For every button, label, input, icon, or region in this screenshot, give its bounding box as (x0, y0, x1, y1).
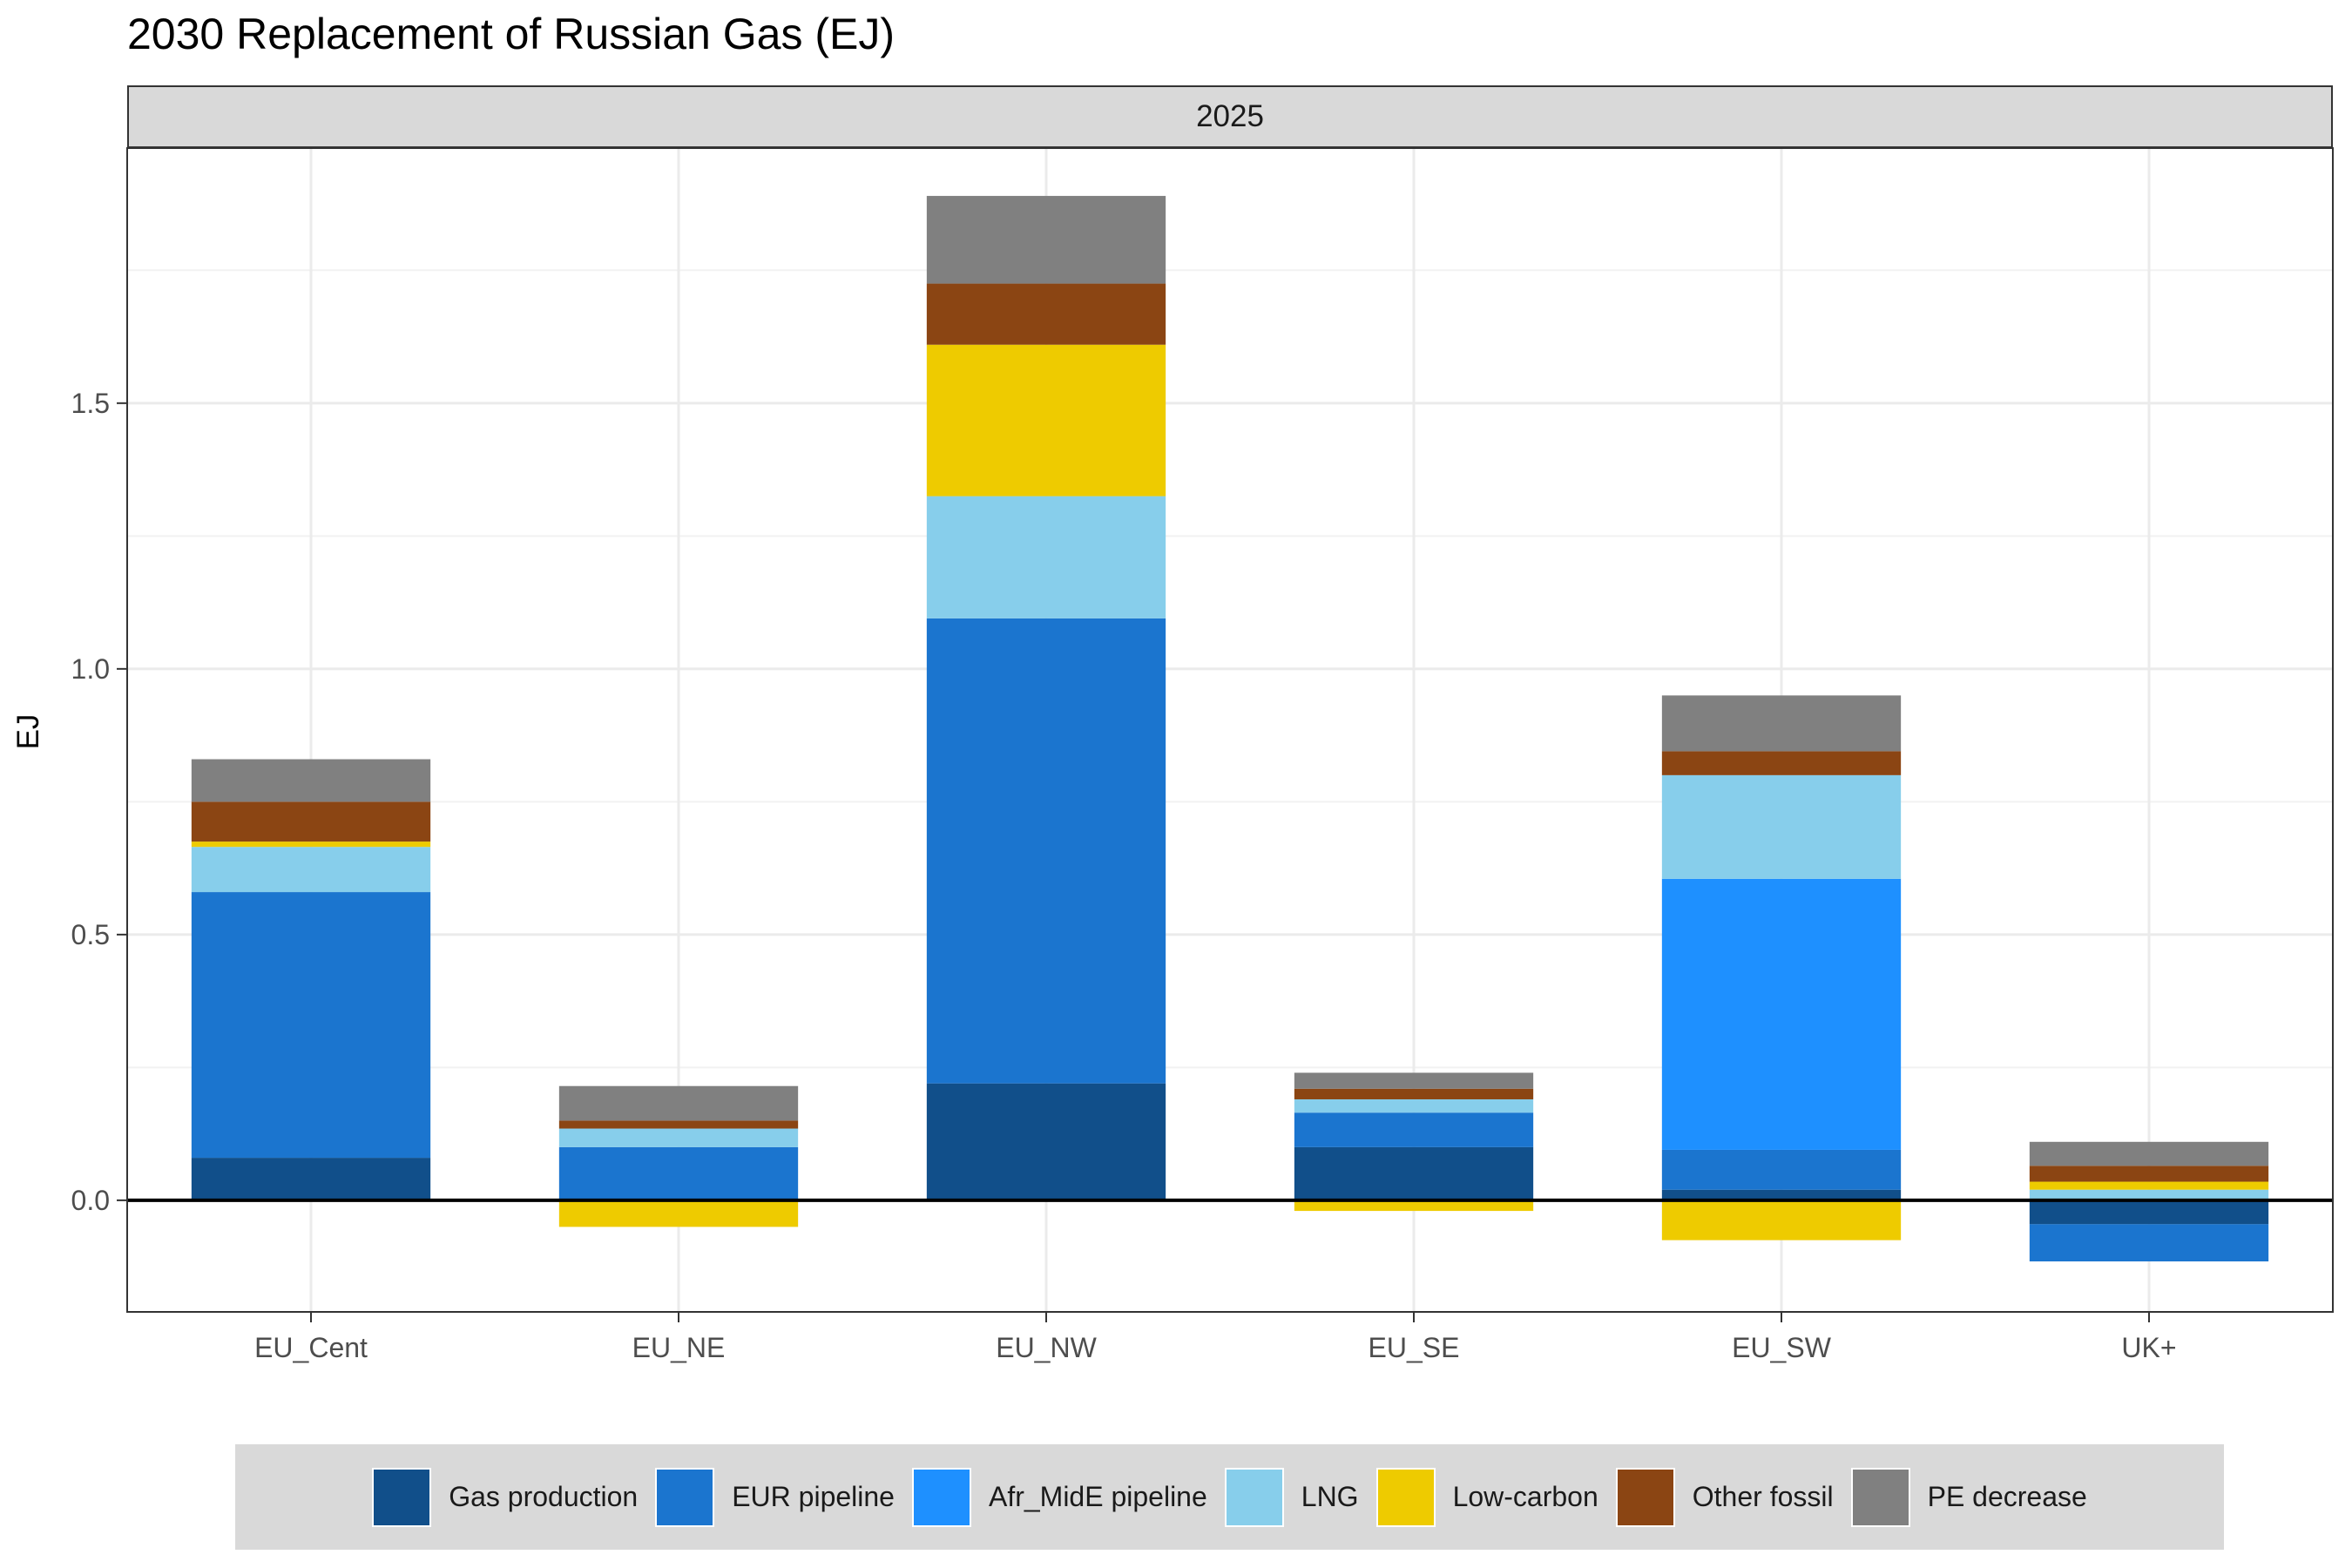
bar-segment (2029, 1224, 2269, 1262)
legend-label: Low-carbon (1452, 1481, 1598, 1512)
bar-segment (1661, 1189, 1902, 1200)
axis-layer: 0.0 0.5 1.0 1.5 EU_Cent EU_NE EU_NW EU_SE EU_SW U… (71, 147, 2334, 1363)
bar-segment (2029, 1166, 2269, 1182)
legend-swatch (1375, 1467, 1436, 1527)
bar-segment (558, 1200, 799, 1227)
plot-border (126, 147, 2334, 1313)
x-tick-label: EU_SE (1369, 1332, 1460, 1363)
legend-item: Afr_MidE pipeline (911, 1467, 1207, 1527)
legend-swatch (655, 1467, 715, 1527)
bar-segment (1294, 1146, 1534, 1200)
bar-segment (926, 1083, 1166, 1200)
bar-segment (1661, 695, 1902, 752)
y-axis-title: EJ (11, 714, 45, 750)
bar-segment (926, 283, 1166, 345)
bar-segment (2029, 1141, 2269, 1166)
y-tick-label: 1.5 (71, 388, 110, 419)
bar-segment (558, 1128, 799, 1147)
bar-segment (191, 847, 431, 893)
bar-segment (191, 892, 431, 1159)
legend-swatch (911, 1467, 971, 1527)
bar-segment (191, 801, 431, 842)
bar-segment (926, 344, 1166, 497)
bar-segment (2029, 1200, 2269, 1225)
legend-label: EUR pipeline (732, 1481, 895, 1512)
legend-label: PE decrease (1927, 1481, 2087, 1512)
plot-panel (127, 148, 2333, 1312)
bar-segment (1294, 1200, 1534, 1212)
facet-label: 2025 (1196, 99, 1264, 133)
x-tick-label: EU_NW (996, 1332, 1097, 1363)
x-tick-label: EU_Cent (254, 1332, 368, 1363)
bar-segment (191, 759, 431, 802)
legend-item: Low-carbon (1375, 1467, 1598, 1527)
legend-swatch (372, 1467, 432, 1527)
bar-segment (191, 1158, 431, 1200)
bar-segment (2029, 1189, 2269, 1200)
legend-swatch (1850, 1467, 1910, 1527)
bar-segment (1661, 774, 1902, 879)
y-tick-label: 0.0 (71, 1185, 110, 1216)
bar-segment (1294, 1088, 1534, 1099)
bar-segment (1294, 1112, 1534, 1147)
legend-label: Gas production (449, 1481, 639, 1512)
x-tick-label: EU_SW (1732, 1332, 1832, 1363)
bar-layer (191, 195, 2269, 1262)
x-tick-label: EU_NE (632, 1332, 726, 1363)
bar-segment (191, 841, 431, 848)
legend-item: EUR pipeline (655, 1467, 895, 1527)
chart-title: 2030 Replacement of Russian Gas (EJ) (127, 10, 895, 58)
bar-segment (558, 1120, 799, 1129)
legend-swatch (1224, 1467, 1284, 1527)
bar-segment (1661, 751, 1902, 775)
bar-segment (558, 1085, 799, 1121)
y-tick-label: 0.5 (71, 919, 110, 950)
bar-segment (1294, 1098, 1534, 1113)
legend: Gas production EUR pipeline Afr_MidE pipel… (235, 1444, 2224, 1550)
y-tick-label: 1.0 (71, 653, 110, 685)
legend-label: Other fossil (1692, 1481, 1834, 1512)
legend-item: Gas production (372, 1467, 639, 1527)
legend-swatch (1615, 1467, 1675, 1527)
legend-label: Afr_MidE pipeline (988, 1481, 1207, 1512)
bar-segment (1661, 878, 1902, 1150)
bar-segment (926, 496, 1166, 618)
x-tick-label: UK+ (2121, 1332, 2176, 1363)
bar-segment (926, 195, 1166, 284)
bar-segment (1661, 1149, 1902, 1190)
bar-segment (2029, 1181, 2269, 1190)
bar-segment (558, 1146, 799, 1200)
bar-segment (1294, 1072, 1534, 1089)
facet-strip: 2025 (127, 85, 2333, 148)
bar-segment (1661, 1200, 1902, 1240)
legend-label: LNG (1301, 1481, 1359, 1512)
legend-item: Other fossil (1615, 1467, 1834, 1527)
bar-segment (926, 618, 1166, 1084)
legend-item: PE decrease (1850, 1467, 2087, 1527)
grid-layer (127, 148, 2333, 1312)
legend-item: LNG (1224, 1467, 1359, 1527)
